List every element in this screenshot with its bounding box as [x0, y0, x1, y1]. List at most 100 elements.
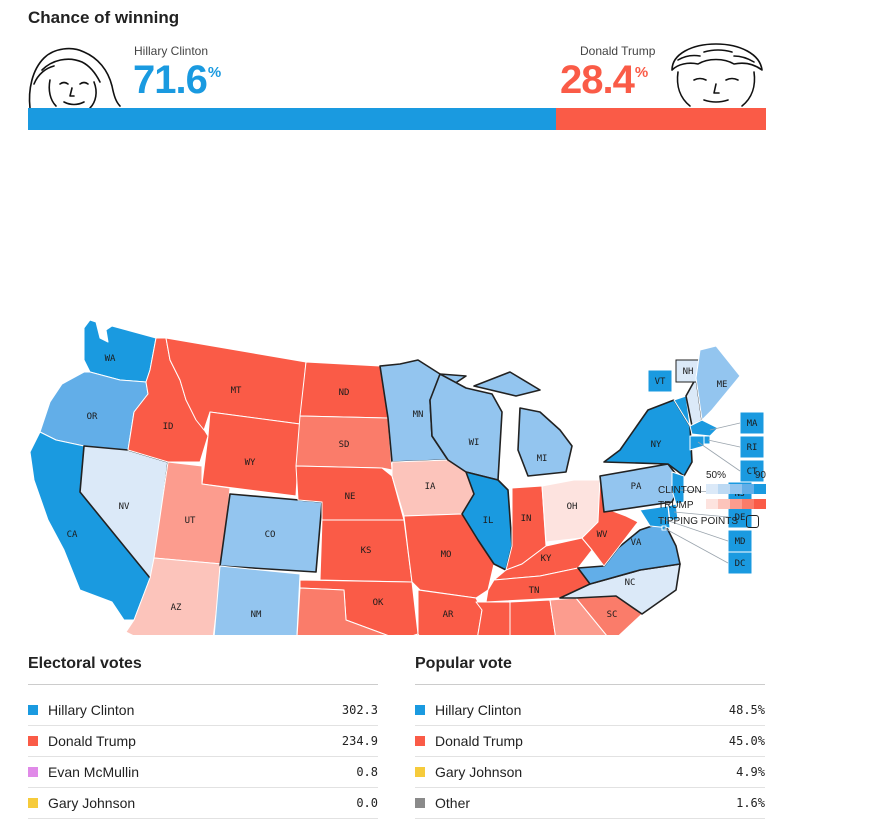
state-label-ky: KY: [541, 554, 552, 564]
state-label-vt: VT: [655, 377, 666, 387]
state-connector-ma: [709, 422, 741, 431]
state-label-va: VA: [631, 538, 642, 548]
clinton-probability-value: 71.6: [133, 58, 208, 102]
legend-clinton-swatch: [718, 484, 730, 494]
state-label-ks: KS: [361, 546, 372, 556]
state-label-me: ME: [717, 380, 728, 390]
legend-clinton-swatch: [742, 484, 754, 494]
electoral-vote-value: 302.3: [341, 703, 378, 717]
popular-vote-title: Popular vote: [415, 655, 512, 672]
state-connector-dc: [663, 527, 729, 564]
popular-vote-name: Gary Johnson: [435, 764, 523, 780]
popular-vote-value: 45.0%: [728, 734, 765, 748]
electoral-votes-divider: [28, 684, 378, 685]
state-ar[interactable]: [417, 589, 483, 635]
state-wv[interactable]: [581, 479, 639, 567]
legend-trump-swatch: [706, 499, 718, 509]
popular-vote-swatch: [415, 798, 425, 808]
state-label-nh: NH: [683, 367, 694, 377]
electoral-vote-value: 234.9: [341, 734, 378, 748]
legend-trump-swatch: [730, 499, 742, 509]
trump-probability-bar: [556, 108, 766, 130]
state-nj[interactable]: [671, 471, 685, 505]
legend-scale-min: 50%: [706, 470, 727, 481]
state-label-md: MD: [735, 537, 746, 547]
state-box-vt[interactable]: [647, 369, 673, 393]
popular-vote-row: Donald Trump 45.0%: [415, 726, 765, 757]
state-label-mo: MO: [441, 550, 452, 560]
electoral-vote-row: Donald Trump 234.9: [28, 726, 378, 757]
state-connector-md: [659, 517, 729, 542]
state-wa[interactable]: [83, 319, 157, 383]
state-ny[interactable]: [603, 399, 693, 477]
clinton-probability: 71.6%: [133, 58, 221, 103]
state-label-ny: NY: [651, 440, 662, 450]
popular-vote-name: Other: [435, 795, 471, 811]
state-vt[interactable]: [673, 395, 691, 427]
state-label-oh: OH: [567, 502, 578, 512]
trump-probability-value: 28.4: [560, 58, 635, 102]
state-co[interactable]: [219, 493, 323, 573]
state-label-ut: UT: [185, 516, 196, 526]
legend-clinton-label: CLINTON: [658, 485, 702, 496]
state-ms[interactable]: [475, 601, 511, 635]
state-label-il: IL: [483, 516, 494, 526]
page-title: Chance of winning: [28, 8, 180, 27]
electoral-vote-row: Evan McMullin 0.8: [28, 757, 378, 788]
clinton-portrait-icon: [28, 47, 121, 109]
win-probability-bar: [28, 108, 766, 130]
legend-clinton-ramp: [706, 484, 766, 494]
trump-probability-sign: %: [634, 64, 648, 81]
electoral-vote-name: Donald Trump: [48, 733, 136, 749]
electoral-vote-swatch: [28, 705, 38, 715]
legend-clinton-swatch: [730, 484, 742, 494]
state-label-de: DE: [735, 513, 746, 523]
electoral-vote-swatch: [28, 767, 38, 777]
electoral-vote-value: 0.8: [356, 765, 378, 779]
state-ct[interactable]: [689, 435, 705, 451]
state-label-sd: SD: [339, 440, 350, 450]
popular-vote-value: 1.6%: [736, 796, 765, 810]
state-ma[interactable]: [689, 419, 719, 437]
trump-name: Donald Trump: [580, 44, 656, 58]
electoral-vote-swatch: [28, 736, 38, 746]
state-wy[interactable]: [201, 411, 301, 497]
legend-scale: 50% 90: [706, 470, 766, 481]
legend-trump-label: TRUMP: [658, 500, 694, 511]
popular-vote-row: Hillary Clinton 48.5%: [415, 695, 765, 726]
state-il[interactable]: [461, 471, 513, 571]
legend-trump-swatch: [718, 499, 730, 509]
state-label-sc: SC: [607, 610, 618, 620]
popular-vote-row: Gary Johnson 4.9%: [415, 757, 765, 788]
state-mi[interactable]: [473, 371, 573, 477]
state-label-id: ID: [163, 422, 174, 432]
state-label-ca: CA: [67, 530, 78, 540]
state-label-wi: WI: [469, 438, 480, 448]
state-label-wv: WV: [597, 530, 608, 540]
legend-scale-max: 90: [754, 470, 766, 481]
state-label-in: IN: [521, 514, 532, 524]
state-label-pa: PA: [631, 482, 642, 492]
state-nm[interactable]: [212, 565, 301, 635]
state-label-mi: MI: [537, 454, 548, 464]
popular-vote-swatch: [415, 705, 425, 715]
us-electoral-map: WAORCANVIDMTWYUTAZCONMNDSDNEKSOKTXMNIAMO…: [29, 319, 765, 635]
clinton-probability-sign: %: [207, 64, 221, 81]
state-label-az: AZ: [171, 603, 182, 613]
electoral-vote-name: Hillary Clinton: [48, 702, 135, 718]
popular-vote-name: Hillary Clinton: [435, 702, 522, 718]
state-sd[interactable]: [295, 415, 393, 471]
state-label-nv: NV: [119, 502, 130, 512]
state-label-nd: ND: [339, 388, 350, 398]
legend-tipping-label: TIPPING POINTS: [658, 516, 739, 527]
state-md[interactable]: [639, 505, 671, 529]
electoral-votes-title: Electoral votes: [28, 655, 142, 672]
popular-vote-row: Other 1.6%: [415, 788, 765, 819]
electoral-vote-row: Hillary Clinton 302.3: [28, 695, 378, 726]
state-label-mn: MN: [413, 410, 424, 420]
trump-probability: 28.4%: [560, 58, 648, 103]
popular-vote-value: 48.5%: [728, 703, 765, 717]
state-tx[interactable]: [248, 587, 430, 635]
state-label-ok: OK: [373, 598, 384, 608]
legend-tipping-icon: [746, 515, 759, 528]
